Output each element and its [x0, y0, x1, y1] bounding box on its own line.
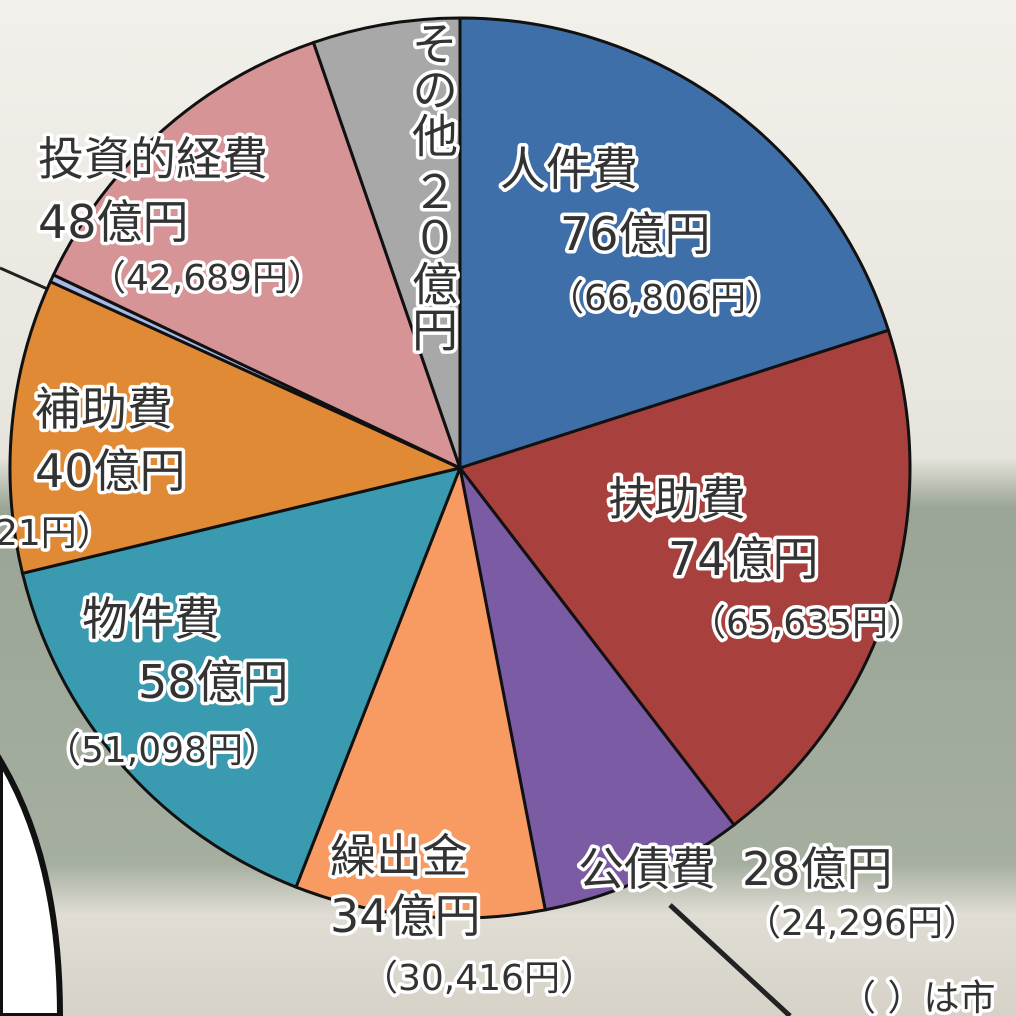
value-label: 58億円 — [138, 655, 289, 709]
slice-label: 投資的経費 — [38, 132, 268, 186]
value-label: 40億円 — [35, 444, 186, 498]
chart: （ ）は市 人件費 76億円 （66,806円） 扶助費 74億円 （65,635円） 公債… — [0, 0, 1016, 1016]
value-label: 34億円 — [330, 889, 481, 943]
per-capita-label: （30,416円） — [362, 958, 596, 999]
per-capita-label: （51,098円） — [45, 730, 279, 771]
slice-label: 公債費 — [578, 842, 716, 896]
value-label: 28億円 — [742, 842, 893, 896]
value-label: 74億円 — [668, 532, 819, 586]
note: （ ）は市 — [840, 978, 995, 1016]
per-capita-label: （65,635円） — [690, 603, 924, 644]
per-capita-label: （42,689円） — [90, 258, 324, 299]
slice-label: その他 — [405, 20, 459, 158]
slice-label: 補助費 — [35, 382, 173, 436]
slice-label: 扶助費 — [608, 472, 746, 526]
per-capita-label: 21円） — [0, 513, 113, 554]
slice-label: 繰出金 — [330, 829, 468, 883]
value-label: 48億円 — [38, 195, 189, 249]
slice-label: 人件費 — [500, 142, 638, 196]
value-label: 76億円 — [560, 207, 711, 261]
slice-label: 物件費 — [82, 592, 220, 646]
per-capita-label: （24,296円） — [745, 903, 979, 944]
per-capita-label: （66,806円） — [548, 278, 782, 319]
value-label: ２０億円 — [405, 168, 459, 352]
